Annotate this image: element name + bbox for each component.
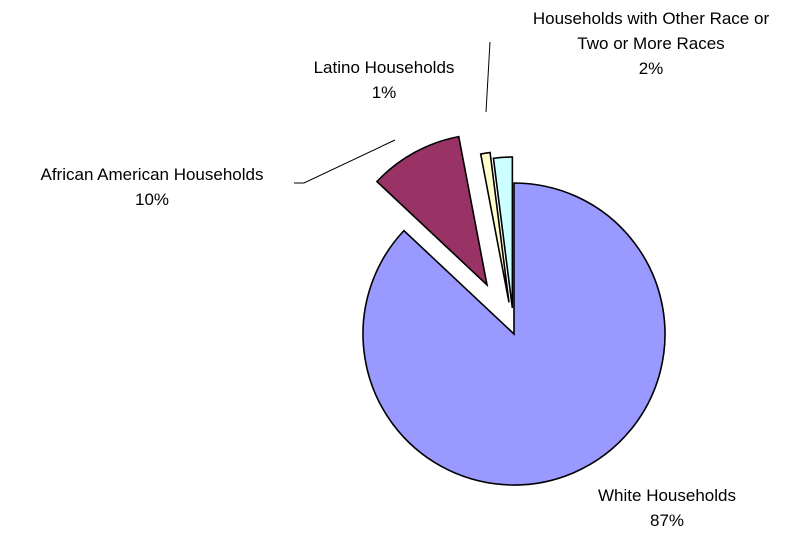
slice-latino: [479, 151, 510, 303]
slice-label-other-race-value: 2%: [639, 59, 664, 78]
pie-slices: [362, 135, 666, 486]
slice-label-african-american-value: 10%: [135, 190, 169, 209]
slice-labels: White Households 87% African American Ho…: [40, 9, 769, 530]
leader-line-african-american: [294, 139, 396, 184]
slice-label-other-race-name-line2: Two or More Races: [577, 34, 724, 53]
slice-label-white-name: White Households: [598, 486, 736, 505]
slice-other-race: [492, 156, 514, 309]
slice-label-latino-name: Latino Households: [314, 58, 455, 77]
slice-white: [362, 182, 666, 486]
leader-line-other-race: [485, 41, 491, 113]
leader-lines: [294, 41, 491, 184]
slice-label-other-race-name-line1: Households with Other Race or: [533, 9, 770, 28]
slice-label-latino-value: 1%: [372, 83, 397, 102]
slice-label-white-value: 87%: [650, 511, 684, 530]
slice-label-african-american-name: African American Households: [40, 165, 263, 184]
slice-african-american: [375, 135, 489, 288]
